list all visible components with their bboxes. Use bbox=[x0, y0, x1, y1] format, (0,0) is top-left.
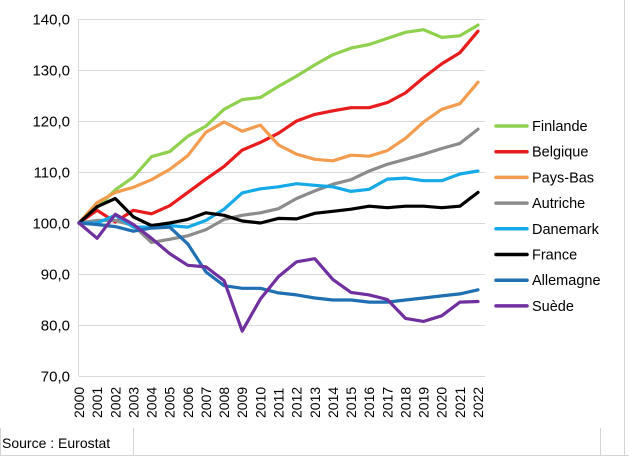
series-line-2 bbox=[77, 80, 480, 225]
legend-label: Allemagne bbox=[532, 273, 601, 289]
x-tick-label: 2015 bbox=[343, 387, 359, 418]
series-line-4 bbox=[77, 169, 480, 229]
x-tick-label: 2012 bbox=[289, 387, 305, 418]
legend-label: Suède bbox=[532, 299, 574, 315]
series-line-1 bbox=[77, 29, 480, 225]
x-tick-label: 2014 bbox=[325, 387, 341, 418]
series-line-0 bbox=[77, 23, 480, 225]
x-tick-label: 2020 bbox=[434, 387, 450, 418]
y-tick-label: 70,0 bbox=[41, 369, 70, 386]
legend-label: Belgique bbox=[532, 145, 588, 161]
series-line-3 bbox=[77, 127, 480, 244]
x-tick-label: 2007 bbox=[198, 387, 214, 418]
x-tick-label: 2009 bbox=[234, 387, 250, 418]
x-tick-label: 2021 bbox=[452, 387, 468, 418]
legend: Finlande Belgique Pays-Bas Autriche Danemark… bbox=[494, 119, 601, 315]
y-tick-label: 130,0 bbox=[32, 63, 70, 80]
legend-label: Finlande bbox=[532, 119, 588, 135]
source-note: Source : Eurostat bbox=[2, 435, 111, 451]
x-tick-label: 2001 bbox=[89, 387, 105, 418]
x-tick-label: 2017 bbox=[379, 387, 395, 418]
x-tick-label: 2010 bbox=[252, 387, 268, 418]
legend-label: Pays-Bas bbox=[532, 170, 594, 186]
y-axis-ticks: 70,0 80,0 90,0 100,0 110,0 120,0 130,0 140,0 bbox=[32, 12, 70, 386]
x-tick-label: 2008 bbox=[216, 387, 232, 418]
line-chart: 70,0 80,0 90,0 100,0 110,0 120,0 130,0 140,0 20… bbox=[32, 12, 601, 419]
series-line-5 bbox=[77, 190, 480, 228]
x-tick-label: 2006 bbox=[180, 387, 196, 418]
x-tick-label: 2016 bbox=[361, 387, 377, 418]
x-axis-ticks: 2000 2001 2002 2003 2004 2005 2006 2007 2008 2009… bbox=[71, 387, 486, 418]
y-tick-label: 80,0 bbox=[41, 318, 70, 335]
x-tick-label: 2022 bbox=[470, 387, 486, 418]
legend-label: Autriche bbox=[532, 196, 585, 212]
x-tick-label: 2003 bbox=[125, 387, 141, 418]
series-lines bbox=[77, 23, 480, 333]
x-tick-label: 2005 bbox=[162, 387, 178, 418]
y-tick-label: 110,0 bbox=[34, 165, 70, 182]
series-line-6 bbox=[77, 221, 480, 304]
x-tick-label: 2018 bbox=[397, 387, 413, 418]
series-line-7 bbox=[77, 212, 480, 333]
y-tick-label: 140,0 bbox=[32, 12, 70, 29]
y-tick-label: 100,0 bbox=[32, 216, 70, 233]
legend-label: Danemark bbox=[532, 222, 600, 238]
x-tick-label: 2013 bbox=[307, 387, 323, 418]
legend-label: France bbox=[532, 248, 577, 264]
y-tick-label: 120,0 bbox=[32, 114, 70, 131]
x-tick-label: 2011 bbox=[271, 388, 287, 418]
y-tick-label: 90,0 bbox=[41, 267, 70, 284]
gridlines bbox=[78, 19, 485, 377]
chart-area[interactable]: 70,0 80,0 90,0 100,0 110,0 120,0 130,0 140,0 20… bbox=[0, 0, 624, 428]
x-tick-label: 2002 bbox=[107, 387, 123, 418]
x-tick-label: 2019 bbox=[416, 387, 432, 418]
x-tick-label: 2000 bbox=[71, 387, 87, 418]
x-tick-label: 2004 bbox=[144, 387, 160, 418]
